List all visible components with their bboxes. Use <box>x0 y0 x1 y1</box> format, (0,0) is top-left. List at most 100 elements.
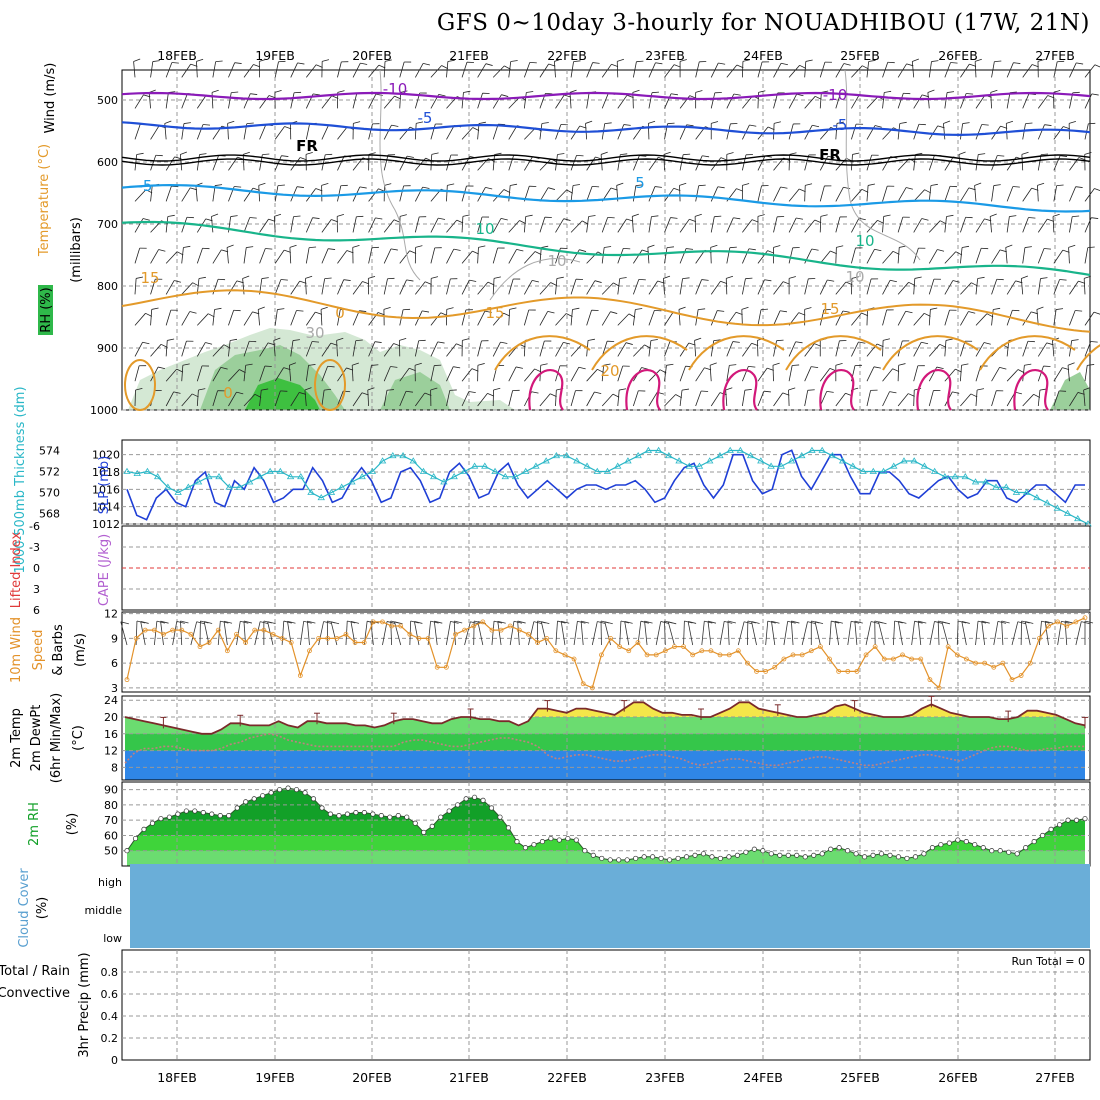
wind-barb <box>689 218 696 223</box>
wind-barb <box>267 342 275 346</box>
wind-barb <box>305 64 317 78</box>
wind-barb <box>515 366 523 369</box>
wind-barb <box>836 121 844 124</box>
wind-barb <box>788 389 790 407</box>
wind-barb <box>906 187 913 190</box>
thickness-marker <box>184 483 193 490</box>
wind-barb <box>1084 247 1089 264</box>
wind-barb <box>1047 95 1055 99</box>
temp-tick: 12 <box>104 745 118 758</box>
wind-barb <box>695 367 705 382</box>
wind-barb <box>607 216 615 219</box>
rh-marker <box>734 852 740 858</box>
wind-barb <box>960 123 964 140</box>
wind-barb <box>767 126 775 131</box>
wind-barb-10m <box>1011 621 1019 646</box>
wind-barb <box>519 220 526 224</box>
wind-barb <box>604 122 612 124</box>
date-label-bottom: 25FEB <box>840 1070 880 1085</box>
wind-barb-10m <box>153 621 158 646</box>
wind-barb-10m <box>464 621 471 646</box>
wind-barb <box>944 251 957 264</box>
rh-marker <box>1023 845 1029 851</box>
lifted-index-tick: -6 <box>29 520 40 533</box>
thickness-marker <box>450 472 458 480</box>
wind-barb <box>446 154 452 171</box>
wind-barb <box>742 248 750 264</box>
wind-barb <box>198 388 206 391</box>
ylabel-ms: (m/s) <box>73 633 88 667</box>
wind-barb-10m <box>668 621 677 625</box>
wind-barb <box>586 391 595 407</box>
wind-barb <box>484 310 492 313</box>
wind-barb <box>947 91 955 93</box>
isotherm-minus10 <box>121 91 1091 101</box>
wind-barb <box>617 342 627 357</box>
wind-barb <box>422 63 430 66</box>
wind-barb <box>726 365 730 382</box>
wind-barb <box>804 219 816 233</box>
thickness-marker <box>1012 488 1021 495</box>
wind-barb <box>352 392 363 407</box>
wind-barb <box>804 366 812 382</box>
wind-barb <box>1056 308 1064 310</box>
wind-barb <box>243 64 254 78</box>
wind-speed-marker <box>206 640 212 645</box>
wind-barb <box>600 151 608 155</box>
contour-label: 15 <box>485 304 504 322</box>
wind-speed-marker <box>161 631 166 637</box>
isotherm-20-loop <box>314 359 346 411</box>
wind-barb <box>773 157 784 171</box>
wind-barb <box>897 158 910 171</box>
wind-barb <box>322 59 330 62</box>
wind-barb <box>688 342 696 346</box>
wind-speed-marker <box>370 619 376 625</box>
wind-barb <box>534 368 542 373</box>
wind-barb <box>1036 306 1044 310</box>
rh-marker <box>895 854 902 860</box>
wind-barb-10m <box>140 621 149 624</box>
wind-barb-10m <box>541 621 550 625</box>
wind-barb <box>726 64 738 78</box>
wind-barb <box>477 247 479 264</box>
wind-barb <box>977 388 985 391</box>
wind-barb <box>748 365 756 368</box>
wind-barb <box>409 367 416 372</box>
rh-marker <box>378 813 384 819</box>
ylabel-thickness: 1000-500mb Thickness (dm) <box>13 386 28 573</box>
wind-barb-10m <box>204 621 213 624</box>
wind-barb <box>733 93 741 96</box>
wind-barb <box>422 310 430 313</box>
wind-barb <box>1031 64 1039 68</box>
wind-barb <box>757 155 766 171</box>
wind-barb <box>892 250 900 255</box>
wind-barb <box>290 340 294 357</box>
wind-barb <box>492 341 501 357</box>
wind-barb <box>843 63 851 66</box>
precip-tick: 0.4 <box>101 1010 119 1023</box>
wind-barb <box>710 216 715 233</box>
wind-barb <box>227 123 229 140</box>
pressure-tick: 600 <box>97 156 118 169</box>
wind-barb <box>290 186 298 202</box>
wind-barb <box>550 393 557 398</box>
wind-barb <box>939 343 947 348</box>
wind-barb <box>1083 390 1086 407</box>
rh-marker <box>963 839 969 845</box>
wind-barb <box>928 185 932 202</box>
isotherm-25 <box>625 369 661 411</box>
wind-barb <box>324 388 332 391</box>
wind-barb <box>944 368 956 382</box>
temp-line <box>124 701 1086 735</box>
wind-barb <box>944 280 954 295</box>
wind-barb <box>563 218 571 221</box>
isotherm-20 <box>688 335 785 371</box>
wind-barb <box>736 64 744 69</box>
wind-barb <box>152 60 160 62</box>
wind-barb <box>553 61 556 78</box>
rh-marker <box>972 842 978 848</box>
wind-barb <box>566 189 573 194</box>
wind-barb <box>648 120 656 124</box>
wind-barb <box>236 280 244 284</box>
wind-speed-marker <box>963 656 969 662</box>
